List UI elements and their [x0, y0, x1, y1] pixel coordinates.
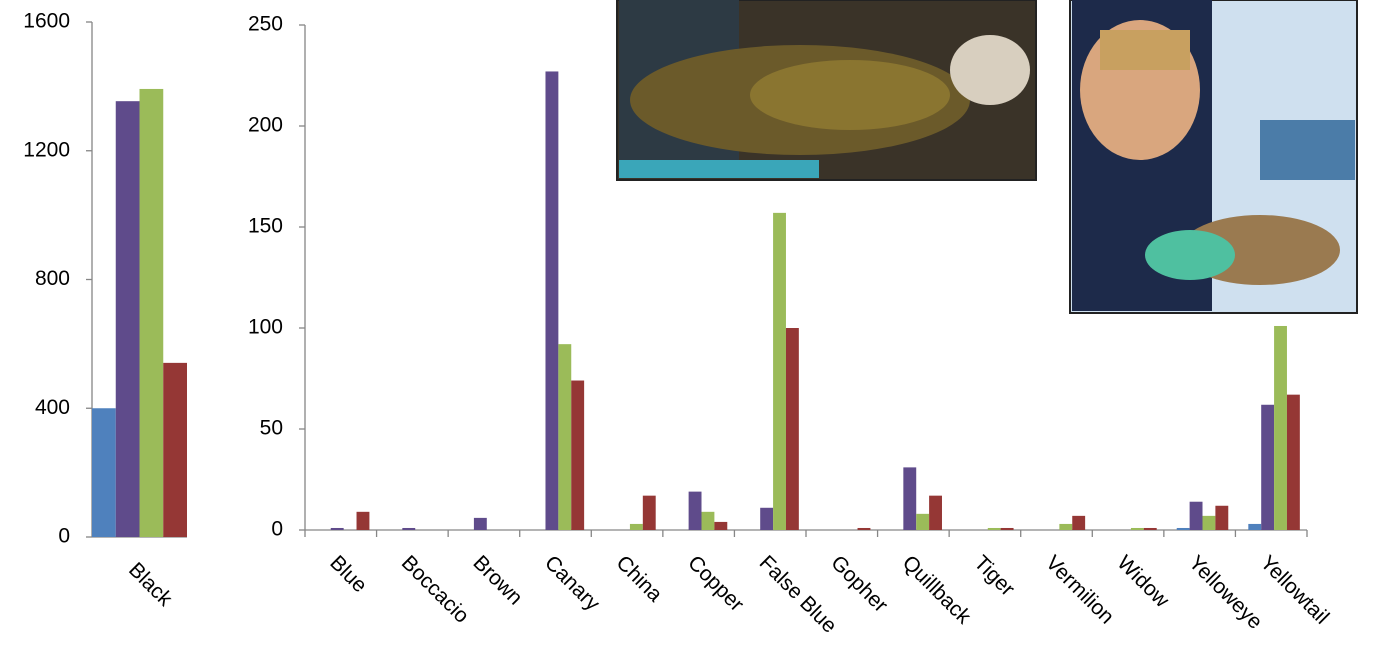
x-tick-label: Brown	[468, 551, 526, 609]
bar	[1286, 394, 1300, 530]
bar	[773, 212, 786, 531]
bar	[356, 511, 370, 530]
bar	[1248, 523, 1262, 530]
y-tick-label: 400	[35, 396, 70, 419]
y-tick-label: 0	[58, 525, 70, 548]
bar	[558, 344, 572, 530]
bar	[473, 517, 487, 530]
x-tick-label: Yelloweye	[1184, 551, 1267, 634]
bar	[714, 521, 728, 530]
y-tick-label: 250	[248, 13, 283, 36]
photo-fish	[616, 0, 1037, 181]
x-tick-label: Blue	[325, 551, 371, 597]
bar	[1072, 515, 1086, 530]
bar	[402, 527, 416, 530]
bar	[916, 513, 930, 530]
x-tick-label: Canary	[540, 551, 604, 615]
bar	[1202, 515, 1216, 530]
photo-person	[1069, 0, 1358, 314]
bar	[857, 527, 871, 530]
bar	[1261, 404, 1275, 530]
bar	[629, 523, 643, 530]
bar	[688, 491, 702, 530]
bar	[1176, 527, 1190, 530]
bar	[1274, 325, 1287, 530]
x-tick-label: Boccacio	[397, 551, 474, 628]
y-tick-label: 0	[271, 518, 283, 541]
bar	[785, 328, 799, 530]
bar	[1189, 501, 1203, 530]
x-tick-label: Quillback	[898, 551, 976, 629]
bar	[115, 101, 140, 538]
x-tick-label: False Blue	[755, 551, 841, 637]
y-tick-label: 1600	[23, 10, 70, 33]
bar	[1215, 505, 1229, 530]
x-tick-label: Yellowtail	[1256, 551, 1334, 629]
bar	[701, 511, 715, 530]
bar	[330, 527, 344, 530]
x-tick-label: Black	[124, 558, 177, 611]
y-tick-label: 1200	[23, 138, 70, 161]
y-tick-label: 50	[260, 417, 283, 440]
bar	[1143, 527, 1157, 530]
bar	[929, 495, 942, 530]
bar	[903, 467, 917, 530]
bar	[139, 88, 164, 537]
y-tick-label: 100	[248, 316, 283, 339]
x-tick-label: Copper	[683, 551, 748, 616]
x-tick-label: Widow	[1113, 551, 1174, 612]
bar	[1000, 527, 1014, 530]
bar	[571, 380, 585, 530]
bar	[1059, 523, 1073, 530]
bar	[545, 71, 559, 531]
bar	[987, 527, 1001, 530]
y-tick-label: 200	[248, 114, 283, 137]
bar	[760, 507, 774, 530]
y-tick-label: 800	[35, 267, 70, 290]
bar	[92, 408, 116, 537]
bar	[1130, 527, 1144, 530]
bar	[163, 362, 187, 537]
x-tick-label: Gopher	[826, 551, 892, 617]
bar	[642, 495, 656, 530]
y-tick-label: 150	[248, 215, 283, 238]
x-tick-label: Tiger	[969, 551, 1019, 601]
x-tick-label: Vermilion	[1041, 551, 1118, 628]
x-tick-label: China	[612, 551, 667, 606]
